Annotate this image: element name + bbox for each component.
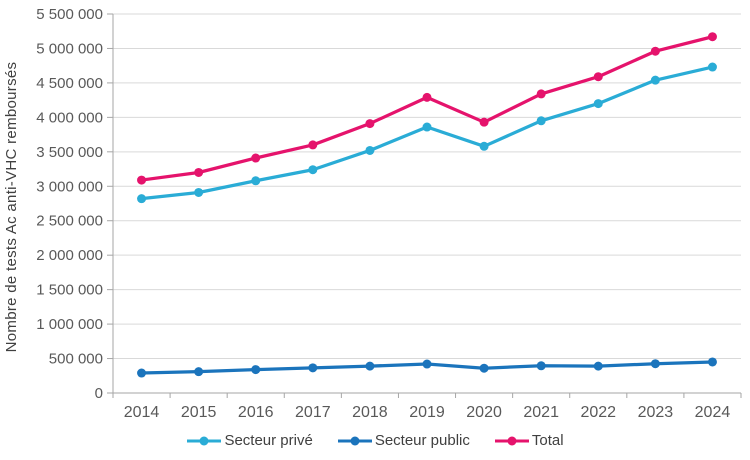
legend-marker-icon (337, 436, 372, 445)
y-tick-label: 1 500 000 (36, 282, 103, 299)
y-tick-label: 5 500 000 (36, 6, 103, 23)
data-point-marker (593, 72, 603, 82)
data-point-marker (251, 153, 261, 163)
legend-item: Total (494, 433, 564, 448)
data-point-marker (650, 46, 660, 56)
legend: Secteur privé Secteur public Total (0, 433, 750, 448)
series-total (137, 32, 717, 185)
y-tick-label: 0 (95, 385, 103, 402)
data-point-marker (194, 367, 204, 377)
y-tick-label: 3 500 000 (36, 144, 103, 161)
plot-area: Nombre de tests Ac anti-VHC remboursés 0… (3, 6, 742, 421)
data-point-marker (536, 89, 546, 99)
x-tick-label: 2021 (523, 404, 559, 421)
data-point-marker (137, 194, 147, 204)
data-point-marker (536, 361, 546, 371)
data-point-marker (479, 141, 489, 151)
data-point-marker (308, 165, 318, 175)
x-tick-label: 2016 (238, 404, 274, 421)
y-tick-label: 1 000 000 (36, 316, 103, 333)
x-tick-label: 2023 (638, 404, 674, 421)
y-axis-title: Nombre de tests Ac anti-VHC remboursés (3, 62, 20, 353)
data-point-marker (137, 175, 147, 185)
series-line (139, 35, 715, 182)
axes (107, 13, 742, 398)
data-point-marker (251, 365, 261, 375)
y-tick-label: 2 500 000 (36, 213, 103, 230)
data-point-marker (365, 145, 375, 155)
x-tick-label: 2020 (466, 404, 502, 421)
x-tick-label: 2022 (580, 404, 616, 421)
legend-item: Secteur privé (186, 432, 313, 449)
legend-label: Total (531, 432, 564, 449)
data-point-marker (593, 99, 603, 109)
data-point-marker (251, 176, 261, 186)
data-point-marker (707, 32, 717, 42)
y-tick-label: 500 000 (49, 351, 103, 368)
data-point-marker (707, 62, 717, 72)
y-tick-label: 3 000 000 (36, 178, 103, 195)
data-point-marker (194, 167, 204, 177)
data-point-marker (650, 75, 660, 85)
data-point-marker (308, 363, 318, 373)
x-tick-label: 2014 (124, 404, 160, 421)
data-point-marker (365, 361, 375, 371)
legend-label: Secteur privé (224, 432, 313, 449)
x-tick-label: 2015 (181, 404, 217, 421)
data-point-marker (308, 140, 318, 150)
series-secteur-priv- (137, 62, 717, 204)
data-point-marker (422, 92, 432, 102)
data-point-marker (650, 359, 660, 369)
y-tick-label: 5 000 000 (36, 40, 103, 57)
legend-marker-icon (494, 436, 529, 445)
series-secteur-public (137, 357, 717, 378)
x-tick-label: 2017 (295, 404, 331, 421)
data-point-marker (479, 117, 489, 127)
data-point-marker (365, 119, 375, 129)
data-point-marker (479, 363, 489, 373)
data-point-marker (422, 122, 432, 132)
x-tick-label: 2024 (695, 404, 731, 421)
y-tick-label: 2 000 000 (36, 247, 103, 264)
x-tick-label: 2019 (409, 404, 445, 421)
legend-marker-icon (187, 436, 222, 445)
data-point-marker (422, 359, 432, 369)
data-point-marker (536, 116, 546, 126)
gridlines (113, 13, 741, 360)
y-tick-label: 4 000 000 (36, 109, 103, 126)
axis-labels: 0 500 000 1 000 000 1 500 000 2 000 000 2 500… (36, 6, 730, 421)
x-tick-label: 2018 (352, 404, 388, 421)
data-point-marker (137, 368, 147, 378)
data-point-marker (707, 357, 717, 367)
data-point-marker (194, 187, 204, 197)
legend-label: Secteur public (374, 432, 470, 449)
legend-item: Secteur public (337, 433, 470, 448)
series-line (139, 65, 715, 201)
y-tick-label: 4 500 000 (36, 75, 103, 92)
data-point-marker (593, 361, 603, 371)
